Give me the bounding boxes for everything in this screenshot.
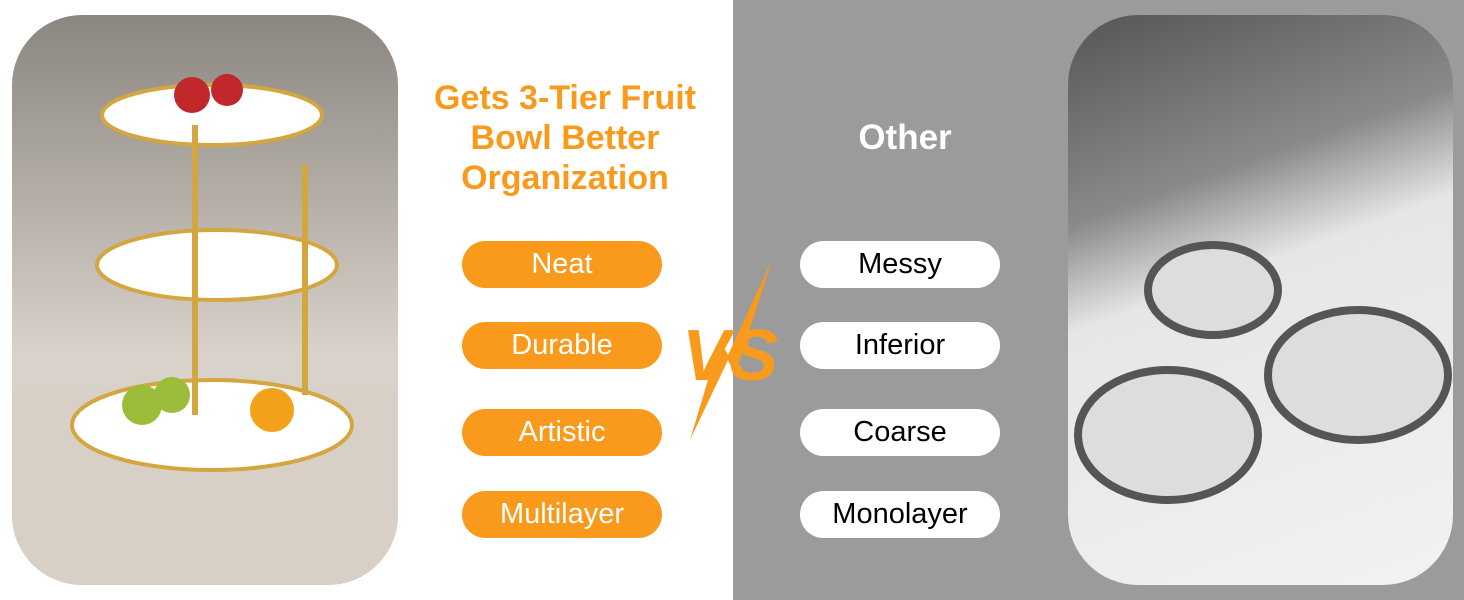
feature-pill-good: Artistic	[462, 409, 662, 456]
feature-pill-good: Durable	[462, 322, 662, 369]
feature-pill-bad: Coarse	[800, 409, 1000, 456]
vs-lightning-logo: VS	[682, 260, 778, 440]
feature-pill-bad: Monolayer	[800, 491, 1000, 538]
comparison-photo-woven-trays	[1068, 15, 1453, 585]
feature-pill-bad: Messy	[800, 241, 1000, 288]
product-photo-3-tier-fruit-bowl	[12, 15, 398, 585]
headline: Gets 3-Tier Fruit Bowl Better Organizati…	[434, 79, 696, 197]
feature-pill-good: Neat	[462, 241, 662, 288]
other-heading: Other	[858, 118, 952, 157]
vs-text: VS	[682, 316, 778, 396]
feature-pill-good: Multilayer	[462, 491, 662, 538]
feature-pill-bad: Inferior	[800, 322, 1000, 369]
